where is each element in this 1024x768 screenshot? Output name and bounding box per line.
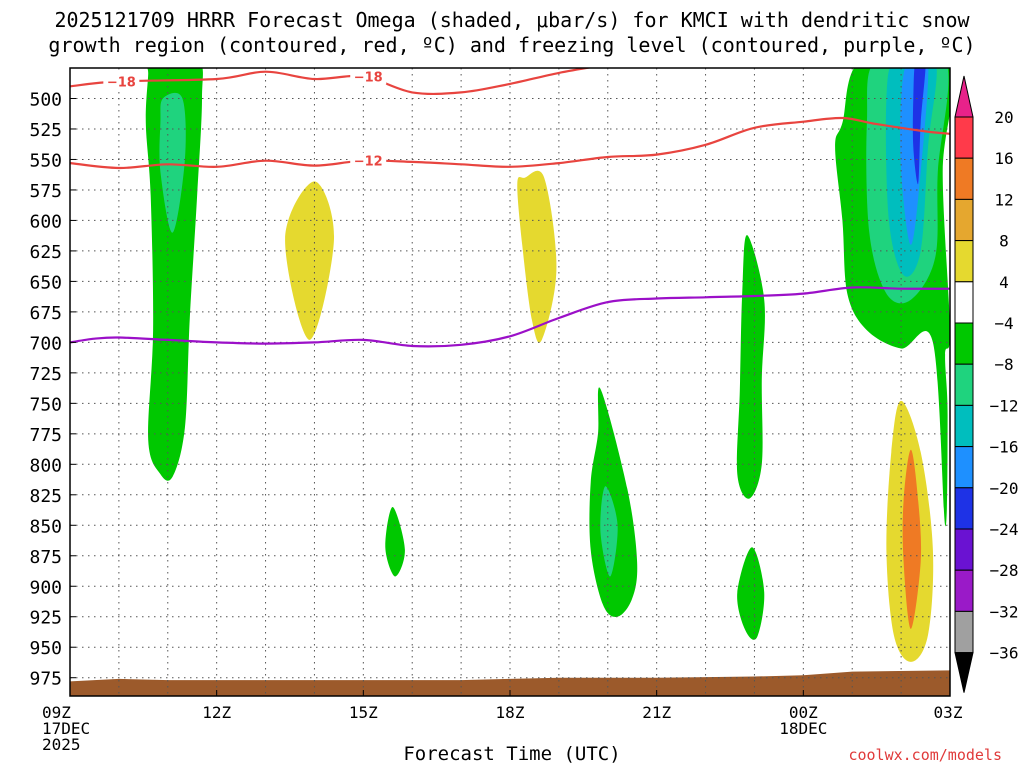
colorbar-label: −16: [990, 438, 1019, 457]
colorbar-swatch: [954, 363, 974, 406]
y-tick-label: 575: [29, 181, 62, 202]
x-tick-label: 09Z: [42, 703, 71, 722]
colorbar-swatch: [954, 116, 974, 159]
colorbar-label: −32: [990, 602, 1019, 621]
colorbar-label: −36: [990, 644, 1019, 663]
omega-region: [589, 387, 638, 617]
contour-lines: −18 −18 −12: [70, 68, 950, 348]
y-tick-label: 625: [29, 242, 62, 263]
x-tick-label: 18DEC: [779, 719, 827, 738]
colorbar-label: 4: [999, 273, 1009, 292]
y-tick-label: 925: [29, 608, 62, 629]
colorbar-label: 8: [999, 232, 1009, 251]
omega-region: [385, 506, 405, 577]
x-tick-label: 17DEC: [42, 719, 90, 738]
x-tick-label: 00Z: [789, 703, 818, 722]
omega-region: [145, 68, 203, 481]
y-axis-ticks: 500 525 550 575 600 625 650 675 700 725 750 775 800 8…: [29, 89, 76, 690]
y-tick-label: 850: [29, 516, 62, 537]
colorbar-swatch: [954, 610, 974, 654]
y-tick-label: 800: [29, 455, 62, 476]
gridlines: [70, 68, 950, 696]
colorbar-swatch: [954, 240, 974, 283]
freezing-level-contour: [70, 286, 950, 348]
x-axis-label: Forecast Time (UTC): [403, 743, 621, 765]
y-tick-label: 875: [29, 547, 62, 568]
terrain: [70, 670, 950, 696]
y-tick-label: 550: [29, 150, 62, 171]
y-tick-label: 900: [29, 577, 62, 598]
x-tick-label: 2025: [42, 735, 81, 754]
y-tick-label: 725: [29, 364, 62, 385]
colorbar-swatch: [954, 569, 974, 612]
omega-region: [285, 181, 335, 340]
y-tick-label: 775: [29, 425, 62, 446]
contour-label: −18: [354, 71, 383, 86]
terrain-fill: [70, 670, 950, 696]
y-tick-label: 950: [29, 638, 62, 659]
y-tick-label: 525: [29, 120, 62, 141]
chart-title-line2: growth region (contoured, red, ºC) and f…: [48, 33, 976, 57]
contour-label-bg: [350, 68, 387, 85]
colorbar-label: 20: [994, 108, 1013, 127]
omega-region: [517, 170, 557, 343]
colorbar-swatch: [954, 322, 974, 365]
omega-region: [600, 486, 618, 577]
colorbar-bottom-arrow: [954, 652, 974, 693]
y-tick-label: 650: [29, 272, 62, 293]
colorbar-swatch: [954, 487, 974, 530]
chart-title-line1: 2025121709 HRRR Forecast Omega (shaded, …: [54, 8, 970, 32]
omega-region: [912, 68, 926, 184]
colorbar-swatch: [954, 198, 974, 242]
colorbar-label: −28: [990, 561, 1019, 580]
dgz-contour-minus12: [70, 116, 950, 170]
y-tick-label: 600: [29, 211, 62, 232]
colorbar-swatch: [954, 446, 974, 489]
colorbar-label: 16: [994, 149, 1013, 168]
y-tick-label: 700: [29, 333, 62, 354]
plot-area: [70, 68, 950, 696]
colorbar-label: −20: [990, 479, 1019, 498]
contour-label-bg: [103, 73, 140, 90]
colorbar-label: 12: [994, 190, 1013, 209]
colorbar-label: −4: [994, 314, 1013, 333]
colorbar-top-arrow: [954, 75, 974, 118]
y-tick-label: 500: [29, 89, 62, 110]
y-tick-label: 750: [29, 394, 62, 415]
contour-label: −12: [354, 155, 383, 170]
x-tick-label: 21Z: [642, 703, 671, 722]
contour-label-bg: [350, 152, 387, 169]
x-tick-label: 12Z: [202, 703, 231, 722]
omega-region: [737, 547, 765, 640]
omega-region: [159, 92, 186, 233]
y-tick-label: 975: [29, 669, 62, 690]
y-tick-label: 825: [29, 486, 62, 507]
x-tick-label: 03Z: [934, 703, 963, 722]
colorbar-label: −24: [990, 520, 1019, 539]
colorbar-swatch: [954, 404, 974, 448]
credit-text: coolwx.com/models: [848, 746, 1002, 764]
omega-region: [736, 235, 765, 499]
y-tick-label: 675: [29, 303, 62, 324]
x-tick-label: 15Z: [349, 703, 378, 722]
contour-label: −18: [107, 75, 136, 90]
x-tick-label: 18Z: [496, 703, 525, 722]
colorbar-label: −12: [990, 396, 1019, 415]
colorbar-swatch: [954, 281, 974, 324]
colorbar-swatch: [954, 528, 974, 571]
colorbar-label: −8: [994, 355, 1013, 374]
colorbar-swatch: [954, 157, 974, 200]
colorbar: 20 16 12 8 4 −4 −8 −12 −16 −20 −24 −28 −32 −36: [954, 75, 1019, 693]
